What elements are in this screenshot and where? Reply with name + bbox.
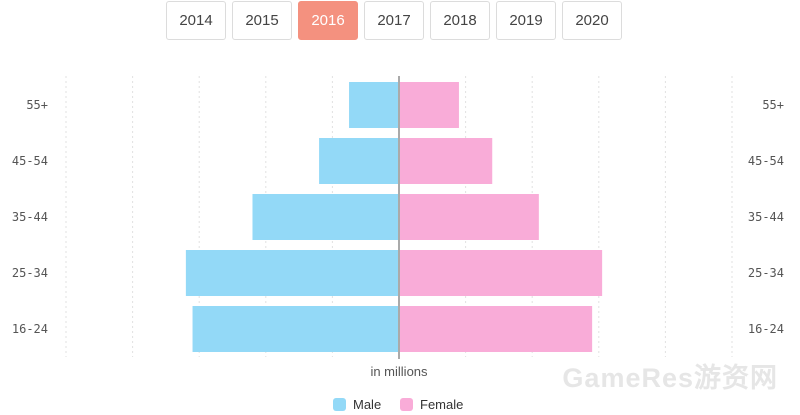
- year-tab-2014[interactable]: 2014: [166, 1, 226, 40]
- legend-label: Female: [420, 397, 463, 412]
- year-tab-2015[interactable]: 2015: [232, 1, 292, 40]
- year-tab-2019[interactable]: 2019: [496, 1, 556, 40]
- category-label-right: 16-24: [748, 322, 784, 336]
- year-tab-2017[interactable]: 2017: [364, 1, 424, 40]
- category-label-left: 45-54: [12, 154, 48, 168]
- year-tab-2020[interactable]: 2020: [562, 1, 622, 40]
- bar-female-45-54: [399, 138, 493, 184]
- bar-female-16-24: [399, 306, 593, 352]
- year-tabs: 2014 2015 2016 2017 2018 2019 2020: [166, 1, 622, 40]
- category-label-right: 45-54: [748, 154, 784, 168]
- category-label-right: 55+: [762, 98, 784, 112]
- x-axis-title: in millions: [370, 364, 428, 379]
- category-label-left: 16-24: [12, 322, 48, 336]
- bar-male-35-44: [252, 194, 399, 240]
- bar-male-16-24: [192, 306, 399, 352]
- year-tab-2016[interactable]: 2016: [298, 1, 358, 40]
- category-label-right: 25-34: [748, 266, 784, 280]
- bar-male-55+: [349, 82, 399, 128]
- year-tab-2018[interactable]: 2018: [430, 1, 490, 40]
- legend-swatch: [400, 398, 413, 411]
- bar-female-25-34: [399, 250, 603, 296]
- category-labels: 55+ 55+ 45-54 45-54 35-44 35-44 25-34 25-34 16-2…: [12, 98, 784, 336]
- legend-item-male[interactable]: Male: [333, 397, 381, 412]
- bar-male-25-34: [185, 250, 399, 296]
- bar-female-35-44: [399, 194, 539, 240]
- category-label-right: 35-44: [748, 210, 784, 224]
- legend-item-female[interactable]: Female: [400, 397, 463, 412]
- bars: [185, 82, 603, 352]
- bar-female-55+: [399, 82, 459, 128]
- category-label-left: 35-44: [12, 210, 48, 224]
- bar-male-45-54: [319, 138, 399, 184]
- category-label-left: 55+: [26, 98, 48, 112]
- legend-label: Male: [353, 397, 381, 412]
- legend: Male Female: [333, 397, 463, 412]
- legend-swatch: [333, 398, 346, 411]
- category-label-left: 25-34: [12, 266, 48, 280]
